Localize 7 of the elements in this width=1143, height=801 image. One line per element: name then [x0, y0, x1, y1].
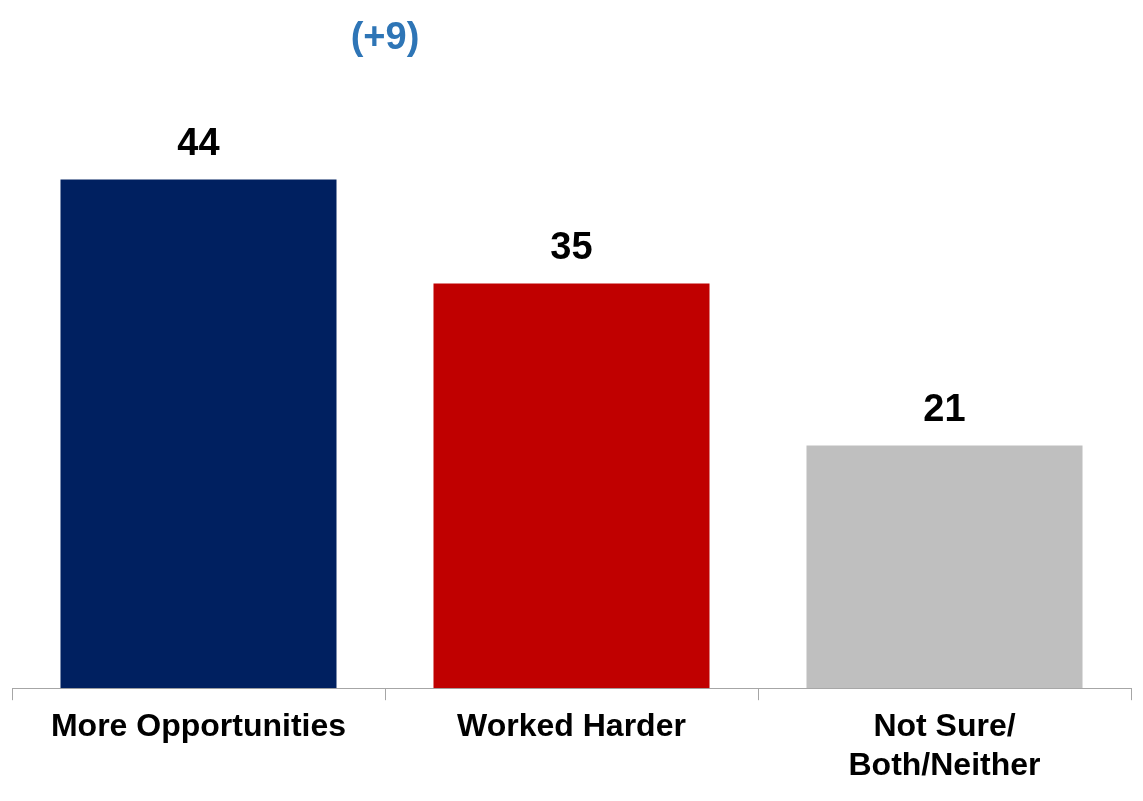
x-tick-label: More Opportunities [50, 707, 347, 744]
data-label: 21 [923, 386, 966, 429]
data-label: 44 [177, 121, 220, 164]
data-label: 35 [550, 225, 593, 268]
x-tick-label: Worked Harder [457, 707, 686, 744]
x-tick-label: Not Sure/ Both/Neither [848, 707, 1041, 782]
text: (+9) [350, 15, 420, 58]
